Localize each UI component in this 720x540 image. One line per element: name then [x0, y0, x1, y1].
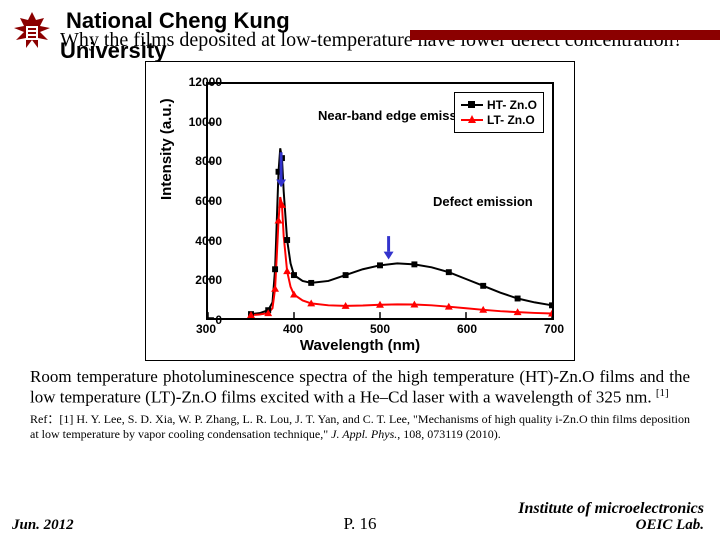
- header-red-bar: [410, 30, 720, 40]
- legend-ht-label: HT- Zn.O: [487, 98, 537, 112]
- caption-citation: [1]: [656, 387, 669, 399]
- ref-tail: , 108, 073119 (2010).: [397, 427, 501, 441]
- chart-legend: HT- Zn.O LT- Zn.O: [454, 92, 544, 133]
- institute-label: Institute of microelectronics: [518, 500, 704, 518]
- legend-line-lt-icon: [461, 119, 483, 121]
- footer-lab: OEIC Lab.: [636, 517, 704, 534]
- figure-caption: Room temperature photoluminescence spect…: [30, 367, 690, 408]
- chart-xlabel: Wavelength (nm): [146, 337, 574, 354]
- legend-lt-label: LT- Zn.O: [487, 113, 535, 127]
- chart-ylabel: Intensity (a.u.): [158, 98, 175, 200]
- near-band-edge-label: Near-band edge emission: [318, 108, 476, 123]
- legend-row-lt: LT- Zn.O: [461, 113, 537, 127]
- pl-spectra-chart: Intensity (a.u.) Wavelength (nm) Near-ba…: [145, 61, 575, 361]
- footer-date: Jun. 2012: [12, 517, 74, 534]
- ref-journal: J. Appl. Phys.: [331, 427, 397, 441]
- caption-text: Room temperature photoluminescence spect…: [30, 367, 690, 407]
- university-logo-icon: [8, 8, 56, 56]
- reference-text: Ref：[1] H. Y. Lee, S. D. Xia, W. P. Zhan…: [30, 412, 690, 441]
- defect-emission-label: Defect emission: [433, 194, 533, 209]
- legend-row-ht: HT- Zn.O: [461, 98, 537, 112]
- chart-plot-area: Near-band edge emission Defect emission …: [206, 82, 554, 320]
- footer-page: P. 16: [343, 514, 376, 534]
- legend-line-ht-icon: [461, 104, 483, 106]
